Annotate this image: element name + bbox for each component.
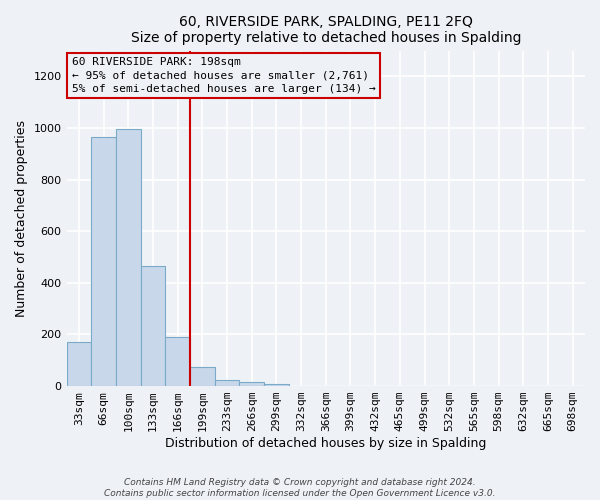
Bar — [140, 266, 165, 386]
Title: 60, RIVERSIDE PARK, SPALDING, PE11 2FQ
Size of property relative to detached hou: 60, RIVERSIDE PARK, SPALDING, PE11 2FQ S… — [131, 15, 521, 45]
Bar — [67, 342, 91, 386]
Bar — [190, 366, 215, 386]
X-axis label: Distribution of detached houses by size in Spalding: Distribution of detached houses by size … — [165, 437, 487, 450]
Text: 60 RIVERSIDE PARK: 198sqm
← 95% of detached houses are smaller (2,761)
5% of sem: 60 RIVERSIDE PARK: 198sqm ← 95% of detac… — [72, 57, 376, 94]
Y-axis label: Number of detached properties: Number of detached properties — [15, 120, 28, 317]
Bar — [91, 137, 116, 386]
Text: Contains HM Land Registry data © Crown copyright and database right 2024.
Contai: Contains HM Land Registry data © Crown c… — [104, 478, 496, 498]
Bar — [116, 130, 140, 386]
Bar — [215, 380, 239, 386]
Bar — [264, 384, 289, 386]
Bar — [239, 382, 264, 386]
Bar — [165, 337, 190, 386]
